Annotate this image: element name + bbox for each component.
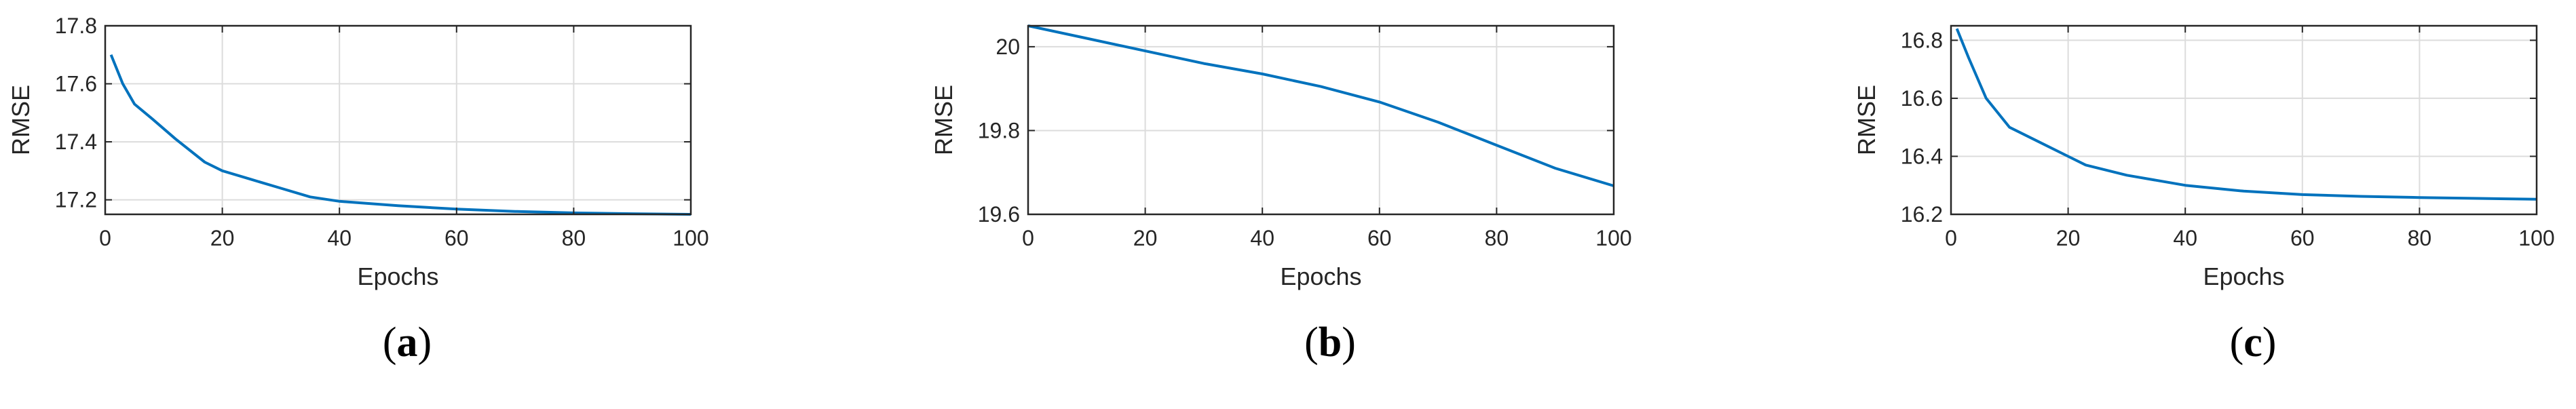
series-line [1027,24,1614,187]
chart-panel-b: 0 20 40 60 80 100 19.6 19.8 20 Epochs RMSE (b) [923,0,1737,409]
x-tick-label: 20 [2056,226,2081,250]
series-line [109,54,692,216]
x-tick-label: 100 [1595,226,1631,250]
y-tick-label: 16.8 [1901,28,1943,52]
panel-caption-a: (a) [382,319,432,366]
x-tick-label: 40 [2173,226,2197,250]
panel-caption-c: (c) [2229,319,2277,366]
y-tick-label: 16.2 [1901,202,1943,227]
y-axis-label: RMSE [7,85,35,155]
x-tick-label: 20 [1133,226,1158,250]
line-chart-b: 0 20 40 60 80 100 19.6 19.8 20 Epochs RMSE [930,24,1632,290]
x-tick-label: 40 [327,226,352,250]
plot-frame [104,24,692,216]
x-axis-label: Epochs [2203,262,2284,290]
y-tick-label: 19.6 [978,202,1020,227]
y-tick-label: 16.6 [1901,86,1943,111]
x-tick-label: 80 [2408,226,2432,250]
y-tick-label: 16.4 [1901,144,1943,168]
x-tick-label: 20 [210,226,235,250]
y-tick-label: 19.8 [978,118,1020,142]
y-tick-label: 17.2 [55,188,97,212]
y-axis-label: RMSE [930,85,958,155]
x-tick-label: 40 [1250,226,1274,250]
x-axis-label: Epochs [1280,262,1361,290]
plot-frame [1027,24,1615,216]
x-tick-label: 80 [562,226,586,250]
x-tick-label: 60 [2290,226,2315,250]
y-tick-label: 17.4 [55,130,97,154]
x-tick-label: 60 [1367,226,1392,250]
y-tick-label: 20 [996,35,1020,59]
x-tick-label: 0 [99,226,111,250]
series-line [1955,28,2537,201]
chart-panel-a: 0 20 40 60 80 100 17.2 17.4 17.6 17.8 Epochs RMSE (… [0,0,814,409]
x-tick-label: 60 [444,226,469,250]
x-tick-label: 0 [1022,226,1034,250]
line-chart-c: 0 20 40 60 80 100 16.2 16.4 16.6 16.8 Epochs RMSE [1853,24,2555,290]
y-tick-label: 17.6 [55,72,97,96]
x-tick-label: 100 [2518,226,2554,250]
x-tick-label: 0 [1945,226,1957,250]
panel-caption-b: (b) [1304,319,1356,366]
x-tick-label: 100 [673,226,708,250]
x-axis-label: Epochs [357,262,438,290]
line-chart-a: 0 20 40 60 80 100 17.2 17.4 17.6 17.8 Epochs RMSE [7,14,709,290]
plot-frame [1950,24,2538,216]
y-axis-label: RMSE [1853,85,1880,155]
x-tick-label: 80 [1485,226,1509,250]
y-tick-label: 17.8 [55,14,97,38]
chart-panel-c: 0 20 40 60 80 100 16.2 16.4 16.6 16.8 Epochs RMSE (… [1846,0,2576,409]
